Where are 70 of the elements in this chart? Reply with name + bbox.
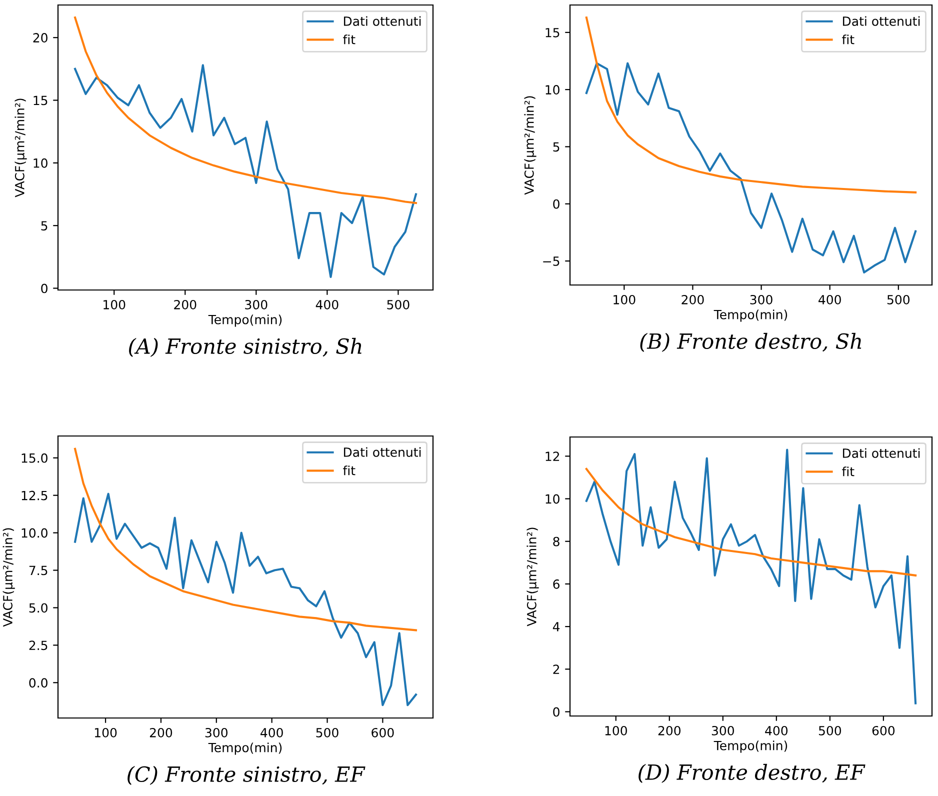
x-tick-label: 300 xyxy=(750,294,772,304)
y-tick-label: 12.5 xyxy=(22,490,48,500)
y-tick-label: 4 xyxy=(552,622,560,632)
y-tick-label: 5 xyxy=(553,142,560,152)
y-tick-label: 10 xyxy=(546,494,560,504)
legend-label: fit xyxy=(343,34,356,44)
line-series xyxy=(585,468,917,576)
y-tick-label: 12 xyxy=(546,452,560,461)
x-tick-label: 500 xyxy=(316,728,338,738)
x-tick-label: 100 xyxy=(104,300,126,310)
x-tick-label: 500 xyxy=(818,726,842,736)
y-axis-title: VACF(μm²/min²) xyxy=(14,98,27,198)
x-tick-label: 200 xyxy=(682,294,704,304)
x-tick-label: 300 xyxy=(205,728,228,738)
y-tick-label: 0 xyxy=(553,707,560,717)
y-tick-label: 0 xyxy=(41,284,48,294)
legend-label: Dati ottenuti xyxy=(842,16,920,26)
x-tick-label: 200 xyxy=(174,300,196,310)
y-tick-label: 8 xyxy=(553,536,560,546)
x-tick-label: 200 xyxy=(150,728,172,738)
x-tick-label: 300 xyxy=(712,726,734,736)
y-tick-label: 2.5 xyxy=(29,640,48,650)
y-tick-label: 7.5 xyxy=(29,566,48,576)
y-tick-label: 5 xyxy=(41,221,48,231)
x-tick-label: 100 xyxy=(605,726,627,736)
y-tick-label: 2 xyxy=(553,664,560,674)
y-axis-title: VACF(μm²/min²) xyxy=(524,96,536,195)
y-tick-label: 6 xyxy=(553,579,560,589)
y-tick-label: 15 xyxy=(546,28,560,38)
text: (A) Fronte sinistro, Sh xyxy=(129,338,362,357)
legend-label: fit xyxy=(343,466,356,476)
x-tick-label: 100 xyxy=(94,728,117,738)
text: (D) Fronte destro, EF xyxy=(638,764,866,783)
x-axis-title: Tempo(min) xyxy=(714,310,788,322)
x-tick-label: 500 xyxy=(387,300,410,310)
x-tick-label: 600 xyxy=(372,728,394,738)
x-axis-title: Tempo(min) xyxy=(208,314,282,327)
x-axis-title: Tempo(min) xyxy=(208,742,282,755)
y-tick-label: 10 xyxy=(546,85,560,94)
y-tick-label: 15 xyxy=(34,96,48,106)
y-axis-title: VACF(μm²/min²) xyxy=(2,528,15,627)
line-series xyxy=(74,492,417,706)
y-tick-label: 0 xyxy=(553,199,560,209)
line-series xyxy=(585,62,917,274)
x-tick-label: 300 xyxy=(245,300,268,310)
x-tick-label: 600 xyxy=(872,726,895,736)
x-tick-label: 200 xyxy=(658,726,680,736)
line-series xyxy=(74,64,417,278)
legend-label: Dati ottenuti xyxy=(344,16,421,26)
legend-label: Dati ottenuti xyxy=(344,447,421,457)
legend-label: fit xyxy=(842,466,854,476)
legend-label: fit xyxy=(842,34,854,44)
y-tick-label: 0.0 xyxy=(29,678,48,688)
y-axis-title: VACF(μm²/min²) xyxy=(526,528,539,626)
x-tick-label: 400 xyxy=(818,294,841,304)
x-tick-label: 400 xyxy=(316,300,338,310)
x-tick-label: 500 xyxy=(887,294,910,304)
text: (C) Fronte sinistro, EF xyxy=(128,766,366,785)
x-axis-title: Tempo(min) xyxy=(714,740,788,753)
y-tick-label: 5.0 xyxy=(29,603,48,613)
y-tick-label: 20 xyxy=(33,33,48,43)
legend-label: Dati ottenuti xyxy=(842,448,920,458)
y-tick-label: 10 xyxy=(34,158,48,168)
y-tick-label: −5 xyxy=(543,256,560,266)
y-tick-label: 10.0 xyxy=(22,528,48,538)
x-tick-label: 400 xyxy=(765,726,788,736)
text: (B) Fronte destro, Sh xyxy=(640,332,862,352)
x-tick-label: 100 xyxy=(614,294,636,304)
y-tick-label: 15.0 xyxy=(22,453,48,463)
x-tick-label: 400 xyxy=(260,728,283,738)
